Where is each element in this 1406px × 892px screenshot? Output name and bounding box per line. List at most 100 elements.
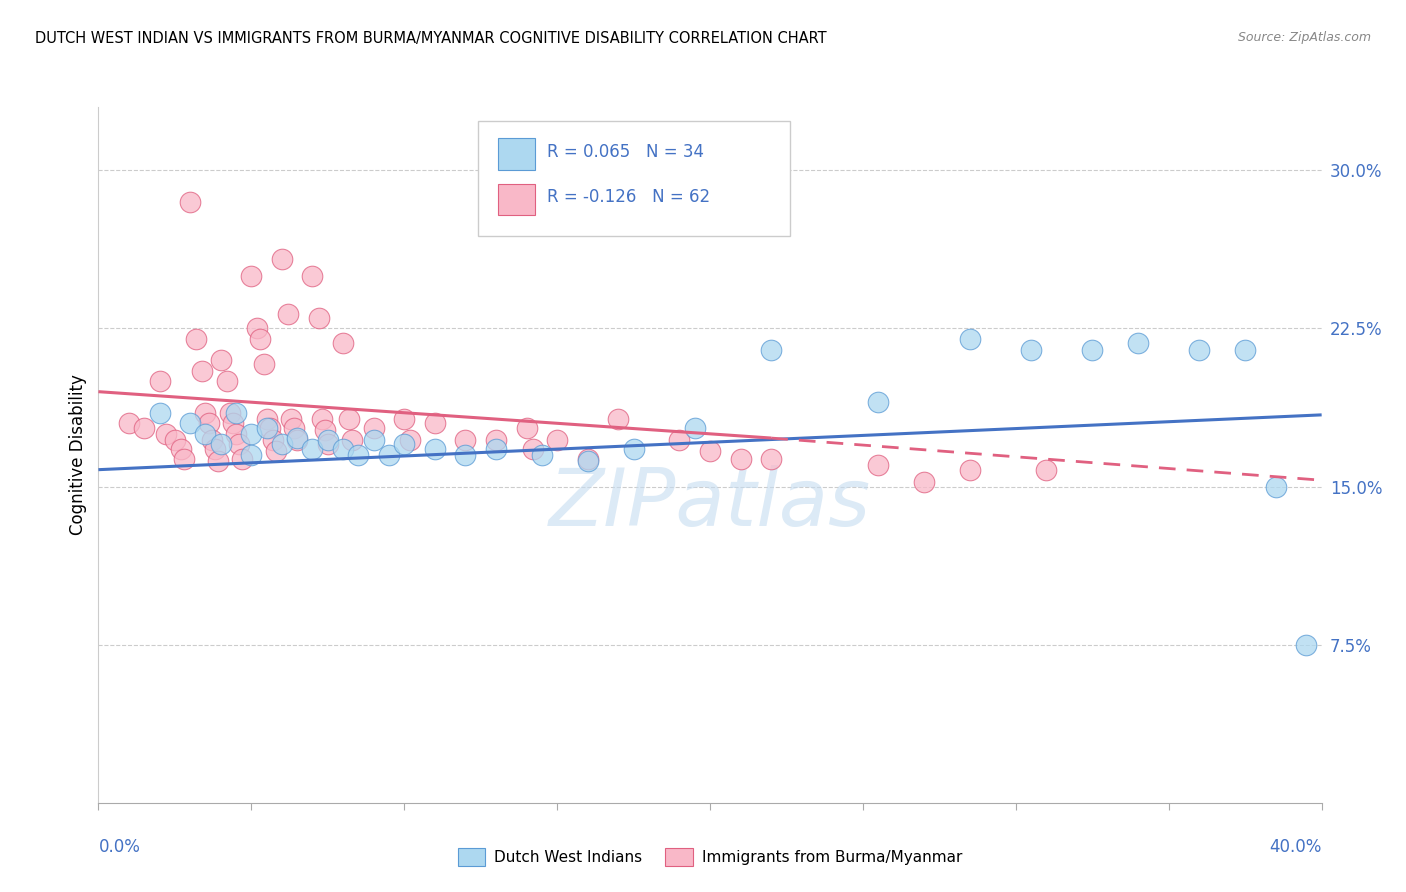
Point: [392, 437, 416, 451]
Text: R = -0.126   N = 62: R = -0.126 N = 62: [547, 188, 710, 206]
Point: [228, 437, 250, 451]
Text: 0.0%: 0.0%: [98, 838, 141, 855]
Point: [516, 420, 538, 434]
Point: [623, 442, 645, 456]
Point: [249, 332, 271, 346]
Point: [392, 412, 416, 426]
Text: Source: ZipAtlas.com: Source: ZipAtlas.com: [1237, 31, 1371, 45]
Point: [207, 454, 229, 468]
Point: [699, 443, 721, 458]
Point: [280, 412, 302, 426]
FancyBboxPatch shape: [478, 121, 790, 235]
Point: [301, 442, 323, 456]
Point: [959, 463, 981, 477]
Point: [576, 454, 599, 468]
Point: [222, 417, 245, 431]
Point: [240, 448, 263, 462]
Point: [219, 406, 242, 420]
Point: [209, 353, 232, 368]
Text: ZIPatlas: ZIPatlas: [548, 465, 872, 542]
Point: [454, 448, 477, 462]
Point: [347, 448, 370, 462]
Point: [485, 442, 508, 456]
Point: [959, 332, 981, 346]
Point: [332, 442, 354, 456]
Text: DUTCH WEST INDIAN VS IMMIGRANTS FROM BURMA/MYANMAR COGNITIVE DISABILITY CORRELAT: DUTCH WEST INDIAN VS IMMIGRANTS FROM BUR…: [35, 31, 827, 46]
Point: [134, 420, 156, 434]
FancyBboxPatch shape: [498, 138, 536, 169]
Point: [423, 442, 446, 456]
Point: [314, 423, 336, 437]
Point: [301, 268, 323, 283]
Point: [204, 442, 226, 456]
Point: [378, 448, 401, 462]
Point: [342, 433, 364, 447]
Point: [173, 452, 195, 467]
Point: [209, 437, 232, 451]
Point: [576, 452, 599, 467]
Point: [546, 433, 568, 447]
Point: [225, 406, 247, 420]
Point: [316, 437, 339, 451]
Point: [283, 420, 305, 434]
Point: [868, 395, 890, 409]
Point: [155, 426, 177, 441]
Point: [522, 442, 544, 456]
Point: [194, 406, 217, 420]
Point: [118, 417, 141, 431]
Point: [668, 433, 690, 447]
Point: [277, 307, 299, 321]
Point: [270, 437, 292, 451]
Point: [240, 426, 263, 441]
Point: [259, 420, 281, 434]
Point: [256, 420, 278, 434]
Legend: Dutch West Indians, Immigrants from Burma/Myanmar: Dutch West Indians, Immigrants from Burm…: [451, 842, 969, 871]
Point: [1128, 336, 1150, 351]
Y-axis label: Cognitive Disability: Cognitive Disability: [69, 375, 87, 535]
Point: [759, 452, 782, 467]
Point: [1081, 343, 1104, 357]
Point: [285, 431, 308, 445]
Point: [868, 458, 890, 473]
Point: [1264, 479, 1286, 493]
Point: [423, 417, 446, 431]
Point: [170, 442, 193, 456]
Point: [225, 426, 247, 441]
Text: 40.0%: 40.0%: [1270, 838, 1322, 855]
Text: R = 0.065   N = 34: R = 0.065 N = 34: [547, 144, 704, 161]
Point: [730, 452, 752, 467]
Point: [200, 433, 222, 447]
Point: [149, 374, 172, 388]
Point: [332, 336, 354, 351]
Point: [399, 433, 422, 447]
Point: [363, 420, 385, 434]
Point: [759, 343, 782, 357]
Point: [308, 310, 330, 325]
Point: [270, 252, 292, 266]
Point: [240, 268, 263, 283]
Point: [285, 433, 308, 447]
Point: [194, 426, 217, 441]
Point: [186, 332, 208, 346]
Point: [256, 412, 278, 426]
Point: [264, 443, 287, 458]
Point: [363, 433, 385, 447]
Point: [1295, 638, 1317, 652]
Point: [1188, 343, 1211, 357]
Point: [246, 321, 269, 335]
Point: [454, 433, 477, 447]
Point: [215, 374, 238, 388]
Point: [912, 475, 935, 490]
Point: [1035, 463, 1057, 477]
Point: [262, 433, 284, 447]
Point: [683, 420, 706, 434]
Point: [191, 363, 214, 377]
Point: [149, 406, 172, 420]
Point: [316, 433, 339, 447]
Point: [179, 194, 201, 209]
Point: [337, 412, 360, 426]
Point: [252, 357, 274, 371]
Point: [197, 417, 219, 431]
Point: [530, 448, 553, 462]
Point: [607, 412, 630, 426]
